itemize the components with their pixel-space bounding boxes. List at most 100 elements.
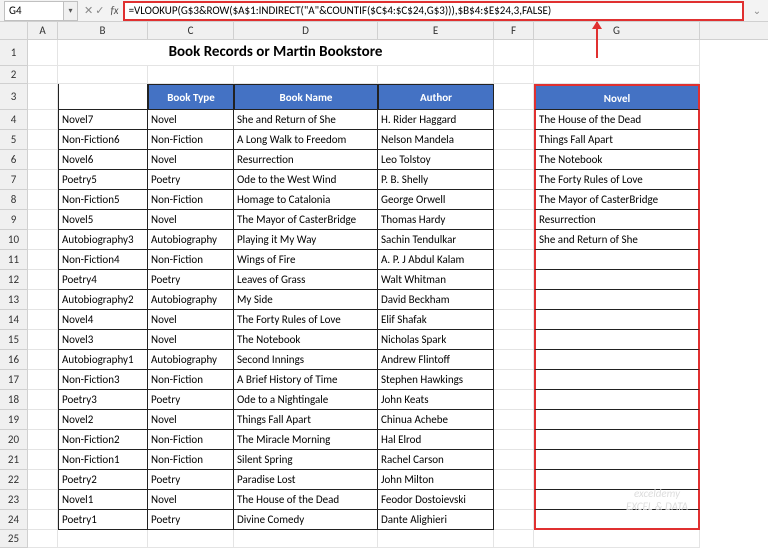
cell-key[interactable]: Novel4 — [58, 310, 148, 330]
cell-author[interactable]: Andrew Flintoff — [378, 350, 494, 370]
cell-novel-result[interactable] — [534, 310, 700, 330]
cell-author[interactable]: Leo Tolstoy — [378, 150, 494, 170]
cell-novel-result[interactable]: The Forty Rules of Love — [534, 170, 700, 190]
cell-book-name[interactable]: Resurrection — [234, 150, 378, 170]
cell-novel-result[interactable] — [534, 250, 700, 270]
row-header[interactable]: 13 — [0, 290, 28, 310]
cell-novel-result[interactable] — [534, 390, 700, 410]
row-header[interactable]: 23 — [0, 490, 28, 510]
cell-key[interactable]: Novel7 — [58, 110, 148, 130]
cell-book-type[interactable]: Autobiography — [148, 290, 234, 310]
cell-book-name[interactable]: Silent Spring — [234, 450, 378, 470]
cell-book-name[interactable]: The House of the Dead — [234, 490, 378, 510]
cell-book-type[interactable]: Poetry — [148, 470, 234, 490]
cell-novel-result[interactable]: The Mayor of CasterBridge — [534, 190, 700, 210]
row-header[interactable]: 10 — [0, 230, 28, 250]
cell-key[interactable]: Novel3 — [58, 330, 148, 350]
cell-book-type[interactable]: Novel — [148, 150, 234, 170]
row-header[interactable]: 19 — [0, 410, 28, 430]
cell-key[interactable]: Poetry5 — [58, 170, 148, 190]
cell-author[interactable]: Feodor Dostoievski — [378, 490, 494, 510]
cell-novel-result[interactable]: Things Fall Apart — [534, 130, 700, 150]
row-header[interactable]: 8 — [0, 190, 28, 210]
cell-book-name[interactable]: The Notebook — [234, 330, 378, 350]
cell-key[interactable]: Autobiography2 — [58, 290, 148, 310]
cell-key[interactable]: Non-Fiction2 — [58, 430, 148, 450]
cancel-icon[interactable]: ✕ — [84, 4, 93, 17]
cell-book-type[interactable]: Non-Fiction — [148, 430, 234, 450]
cell-author[interactable]: John Keats — [378, 390, 494, 410]
cell-book-type[interactable]: Novel — [148, 330, 234, 350]
cell-novel-result[interactable] — [534, 450, 700, 470]
select-all-corner[interactable] — [0, 22, 28, 39]
row-header[interactable]: 15 — [0, 330, 28, 350]
cell-key[interactable]: Autobiography3 — [58, 230, 148, 250]
cell-author[interactable]: Sachin Tendulkar — [378, 230, 494, 250]
enter-icon[interactable]: ✓ — [95, 4, 104, 17]
cell-novel-result[interactable] — [534, 490, 700, 510]
col-header-b[interactable]: B — [58, 22, 148, 39]
cell-key[interactable]: Novel6 — [58, 150, 148, 170]
row-header[interactable]: 7 — [0, 170, 28, 190]
cell-key[interactable]: Non-Fiction1 — [58, 450, 148, 470]
cell-key[interactable]: Poetry2 — [58, 470, 148, 490]
cell-author[interactable]: Chinua Achebe — [378, 410, 494, 430]
col-header-g[interactable]: G — [534, 22, 700, 39]
cell-novel-result[interactable] — [534, 430, 700, 450]
col-header-d[interactable]: D — [234, 22, 378, 39]
cell-book-type[interactable]: Novel — [148, 310, 234, 330]
row-header[interactable]: 1 — [0, 40, 28, 66]
cell-book-type[interactable]: Poetry — [148, 510, 234, 530]
cell-book-name[interactable]: The Forty Rules of Love — [234, 310, 378, 330]
fx-icon[interactable]: fx — [110, 4, 118, 17]
row-header[interactable]: 14 — [0, 310, 28, 330]
cell-author[interactable]: H. Rider Haggard — [378, 110, 494, 130]
cell-book-name[interactable]: Things Fall Apart — [234, 410, 378, 430]
cell-book-name[interactable]: She and Return of She — [234, 110, 378, 130]
row-header[interactable]: 21 — [0, 450, 28, 470]
cell-book-name[interactable]: A Brief History of Time — [234, 370, 378, 390]
cell-author[interactable]: Dante Alighieri — [378, 510, 494, 530]
cell-author[interactable]: P. B. Shelly — [378, 170, 494, 190]
formula-input[interactable]: =VLOOKUP(G$3&ROW($A$1:INDIRECT("A"&COUNT… — [123, 1, 744, 21]
row-header[interactable]: 9 — [0, 210, 28, 230]
row-header[interactable]: 5 — [0, 130, 28, 150]
cell-author[interactable]: Walt Whitman — [378, 270, 494, 290]
col-header-a[interactable]: A — [28, 22, 58, 39]
cell-book-type[interactable]: Autobiography — [148, 350, 234, 370]
col-header-e[interactable]: E — [378, 22, 494, 39]
cell-key[interactable]: Autobiography1 — [58, 350, 148, 370]
cell-key[interactable]: Poetry1 — [58, 510, 148, 530]
cell-book-type[interactable]: Poetry — [148, 270, 234, 290]
row-header[interactable]: 4 — [0, 110, 28, 130]
row-header[interactable]: 11 — [0, 250, 28, 270]
row-header[interactable]: 24 — [0, 510, 28, 530]
cell-key[interactable]: Non-Fiction4 — [58, 250, 148, 270]
cell-book-type[interactable]: Non-Fiction — [148, 370, 234, 390]
cell-book-type[interactable]: Non-Fiction — [148, 190, 234, 210]
cell-author[interactable]: Stephen Hawkings — [378, 370, 494, 390]
cell-book-name[interactable]: Leaves of Grass — [234, 270, 378, 290]
row-header[interactable]: 17 — [0, 370, 28, 390]
cell-key[interactable]: Novel1 — [58, 490, 148, 510]
row-header[interactable]: 22 — [0, 470, 28, 490]
row-header[interactable]: 20 — [0, 430, 28, 450]
row-header[interactable]: 18 — [0, 390, 28, 410]
cell-book-name[interactable]: A Long Walk to Freedom — [234, 130, 378, 150]
cell-novel-result[interactable] — [534, 370, 700, 390]
cell-author[interactable]: Hal Elrod — [378, 430, 494, 450]
cell-key[interactable]: Non-Fiction6 — [58, 130, 148, 150]
cell-book-name[interactable]: Homage to Catalonia — [234, 190, 378, 210]
name-box[interactable]: G4 — [4, 1, 64, 21]
cell-novel-result[interactable] — [534, 470, 700, 490]
cell-book-type[interactable]: Autobiography — [148, 230, 234, 250]
cell-book-name[interactable]: Wings of Fire — [234, 250, 378, 270]
row-header[interactable]: 16 — [0, 350, 28, 370]
cell-book-name[interactable]: Divine Comedy — [234, 510, 378, 530]
col-header-c[interactable]: C — [148, 22, 234, 39]
cell-novel-result[interactable]: She and Return of She — [534, 230, 700, 250]
cell-book-type[interactable]: Non-Fiction — [148, 450, 234, 470]
cell-novel-result[interactable] — [534, 290, 700, 310]
cell-author[interactable]: Thomas Hardy — [378, 210, 494, 230]
cell-key[interactable]: Poetry4 — [58, 270, 148, 290]
